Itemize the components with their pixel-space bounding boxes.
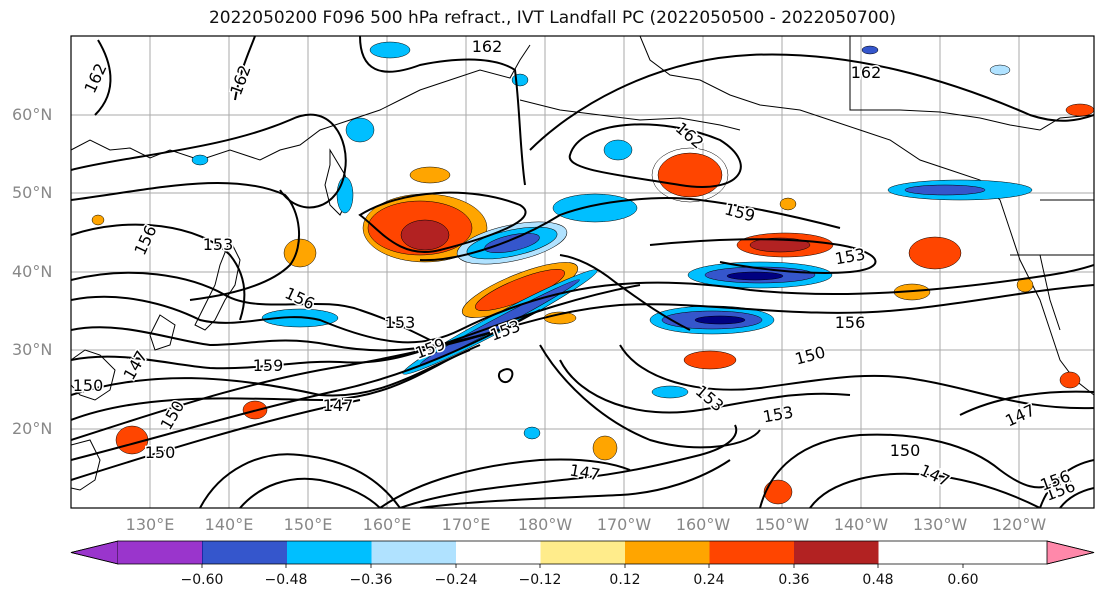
longitude-label: 130°E (125, 515, 175, 534)
contour-label: 156 (130, 222, 160, 258)
contour-label: 162 (80, 60, 110, 96)
colorbar-tick-label: 0.12 (609, 572, 641, 588)
colorbar (70, 540, 1095, 568)
colorbar-segment (287, 541, 372, 564)
longitude-label: 120°W (991, 515, 1047, 534)
contour-label: 150 (157, 397, 189, 433)
latitude-label: 40°N (12, 262, 53, 281)
contour-label: 162 (672, 118, 708, 152)
contour-label: 153 (833, 244, 866, 268)
latitude-label: 50°N (12, 183, 53, 202)
coastlines (71, 36, 1094, 491)
contour-label: 150 (793, 342, 827, 368)
contour-label: 153 (761, 402, 794, 426)
map-title: 2022050200 F096 500 hPa refract., IVT La… (208, 8, 896, 28)
colorbar-segment (540, 541, 625, 564)
longitude-label: 160°E (362, 515, 412, 534)
gridlines (71, 36, 1094, 508)
contour-label: 147 (917, 460, 953, 490)
longitude-label: 160°W (675, 515, 731, 534)
contour-label: 150 (145, 443, 176, 462)
latitude-label: 20°N (12, 419, 53, 438)
contour-label: 153 (203, 235, 234, 254)
contour-label: 162 (472, 37, 503, 56)
colorbar-tick-label: −0.24 (434, 572, 478, 588)
colorbar-segment (118, 541, 202, 564)
contour-label: 162 (226, 63, 254, 98)
longitude-label: 180°W (517, 515, 573, 534)
colorbar-tick-label: 0.24 (693, 572, 725, 588)
colorbar-tick-label: −0.12 (518, 572, 562, 588)
colorbar-extend-right (1046, 540, 1095, 565)
colorbar-tick-label: −0.36 (349, 572, 393, 588)
map-frame (70, 35, 1095, 509)
longitude-label: 170°E (441, 515, 491, 534)
colorbar-segment (202, 541, 287, 564)
colorbar-segment (709, 541, 794, 564)
contour-label: 159 (253, 356, 284, 375)
contour-label: 150 (73, 376, 104, 395)
contour-label: 147 (568, 460, 601, 484)
longitude-label: 140°E (204, 515, 254, 534)
latitude-label: 60°N (12, 105, 53, 124)
colorbar-tick-label: 0.36 (778, 572, 810, 588)
colorbar-segment (456, 541, 541, 564)
contour-label: 159 (723, 199, 757, 225)
contour-label: 147 (323, 396, 354, 415)
colorbar-tick-label: −0.48 (264, 572, 308, 588)
longitude-label: 170°W (596, 515, 652, 534)
contour-label: 150 (890, 441, 921, 460)
longitude-label: 150°W (754, 515, 810, 534)
contour-label: 147 (120, 347, 152, 383)
filled-contours (91, 41, 1094, 505)
colorbar-tick-label: −0.60 (180, 572, 224, 588)
height-contours (71, 36, 1094, 508)
contour-label: 156 (835, 313, 866, 332)
longitude-label: 140°W (833, 515, 889, 534)
colorbar-segment (371, 541, 456, 564)
colorbar-tick-label: 0.60 (947, 572, 979, 588)
longitude-label: 130°W (912, 515, 968, 534)
contour-label: 153 (385, 313, 416, 332)
colorbar-segment (625, 541, 710, 564)
colorbar-extend-left (70, 540, 119, 565)
longitude-label: 150°E (283, 515, 333, 534)
contour-label: 162 (851, 63, 882, 82)
latitude-label: 30°N (12, 340, 53, 359)
colorbar-segment (794, 541, 879, 564)
colorbar-tick-label: 0.48 (862, 572, 894, 588)
